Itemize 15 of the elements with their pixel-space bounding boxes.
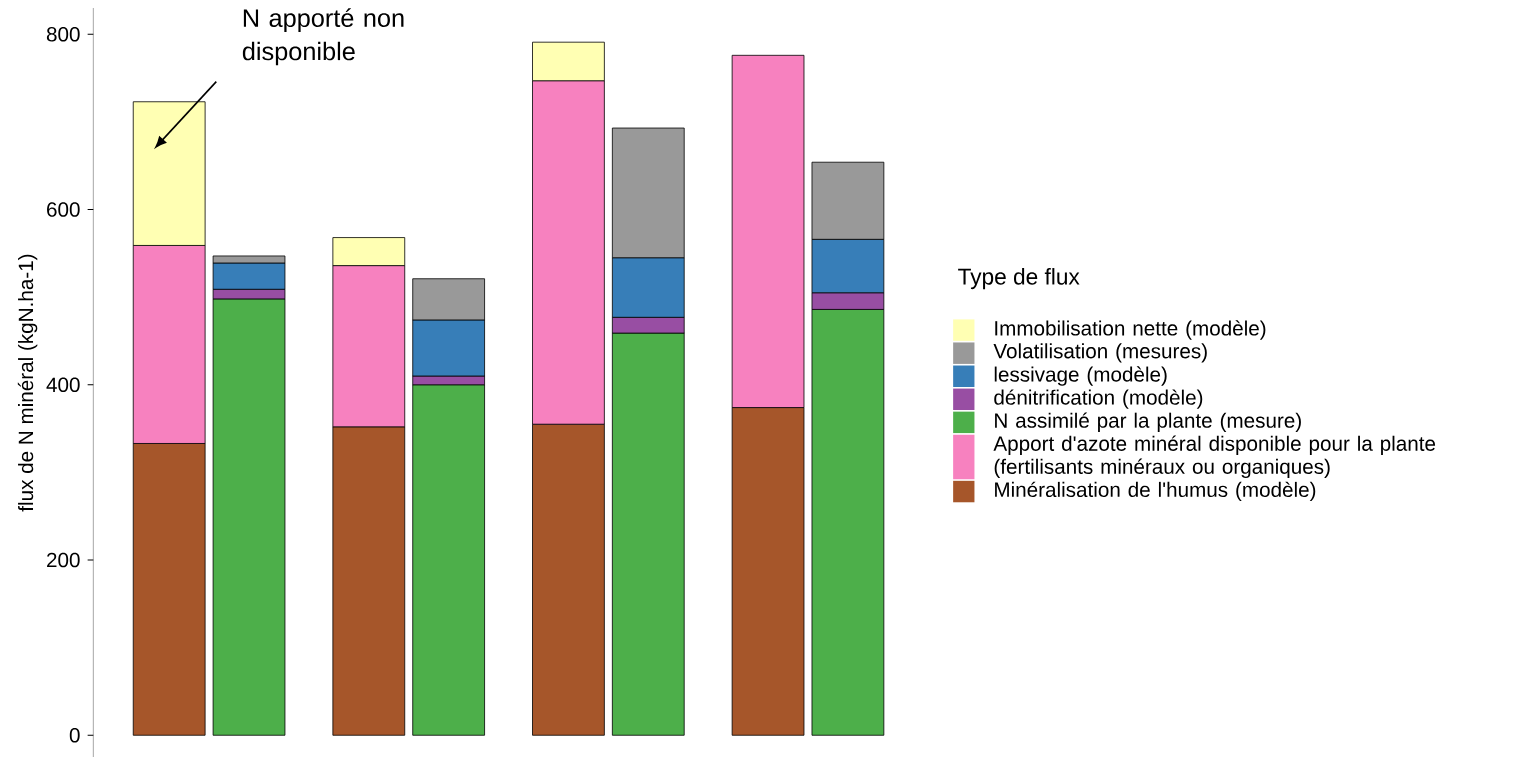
legend-label: dénitrification (modèle) xyxy=(994,389,1203,409)
legend-label: lessivage (modèle) xyxy=(994,366,1167,386)
annotation: N apporté non disponible xyxy=(242,8,404,66)
legend-label: Immobilisation nette (modèle) xyxy=(995,320,1266,340)
y-tick-label: 200 xyxy=(47,552,80,568)
legend-label: N assimilé par la plante (mesure) xyxy=(995,412,1301,432)
y-tick-label: 600 xyxy=(47,202,80,217)
legend-label: Volatilisation (mesures) xyxy=(993,343,1207,363)
legend-label: Minéralisation de l'humus (modèle) xyxy=(995,481,1316,502)
y-tick-label: 800 xyxy=(46,26,80,42)
y-tick-label: 0 xyxy=(69,727,80,743)
y-axis-title: flux de N minéral (kgN.ha-1) xyxy=(17,254,38,512)
legend-label: Apport d'azote minéral disponible pour la plante (fertilisants minéraux ou organiques) xyxy=(993,435,1436,478)
y-tick-label: 400 xyxy=(46,377,80,393)
legend-title: Type de flux xyxy=(958,267,1080,290)
